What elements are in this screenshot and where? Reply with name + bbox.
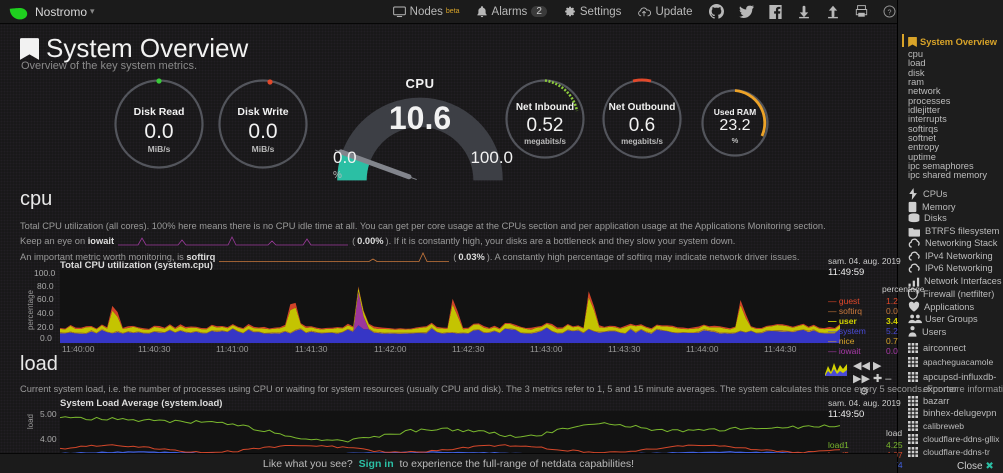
svg-text:?: ? xyxy=(887,8,891,16)
